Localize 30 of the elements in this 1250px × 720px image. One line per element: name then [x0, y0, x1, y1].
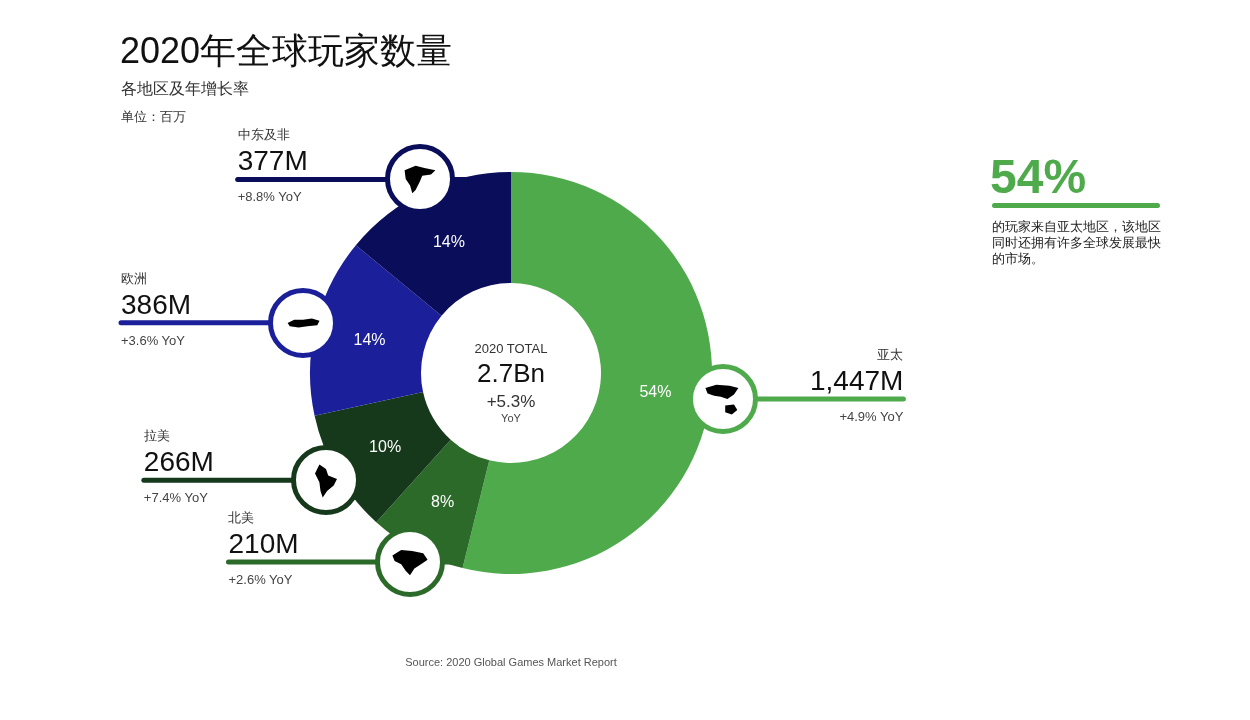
text: +8.8% YoY [237, 189, 302, 205]
slice-label: 拉美 [143, 428, 170, 444]
data-label: 266M [143, 446, 214, 478]
data-label: 377M [237, 145, 308, 177]
data-label: 210M [228, 527, 299, 559]
slice-label: 欧洲 [121, 270, 147, 286]
source-note: Source: 2020 Global Games Market Report [405, 656, 617, 668]
text: 10% [369, 437, 402, 455]
slice-label: 中东及非 [237, 127, 290, 143]
text: 54% [639, 382, 672, 400]
text: 14% [353, 330, 386, 348]
text: +4.9% YoY [839, 408, 904, 424]
slice-label: 亚太 [877, 346, 904, 362]
text: 2020 TOTAL [474, 341, 548, 356]
slice-label: 北美 [228, 509, 255, 525]
text: 14% [432, 233, 465, 251]
text: YoY [501, 412, 522, 424]
data-label: 1,447M [810, 364, 904, 396]
text: 8% [431, 493, 455, 511]
text: +7.4% YoY [143, 490, 208, 506]
text: +5.3% [486, 392, 536, 411]
text: 54% [990, 150, 1087, 203]
chart-subtitle: 各地区及年增长率 [121, 80, 249, 97]
text: 单位：百万 [121, 109, 186, 124]
data-label: 386M [121, 288, 192, 320]
text: 2.7Bn [477, 358, 545, 388]
text: 的玩家来自亚太地区，该地区同时还拥有许多全球发展最快的市场。 [992, 219, 1161, 266]
text: +3.6% YoY [121, 332, 185, 348]
chart-title: 2020年全球玩家数量 [120, 30, 453, 71]
text: +2.6% YoY [228, 571, 293, 587]
